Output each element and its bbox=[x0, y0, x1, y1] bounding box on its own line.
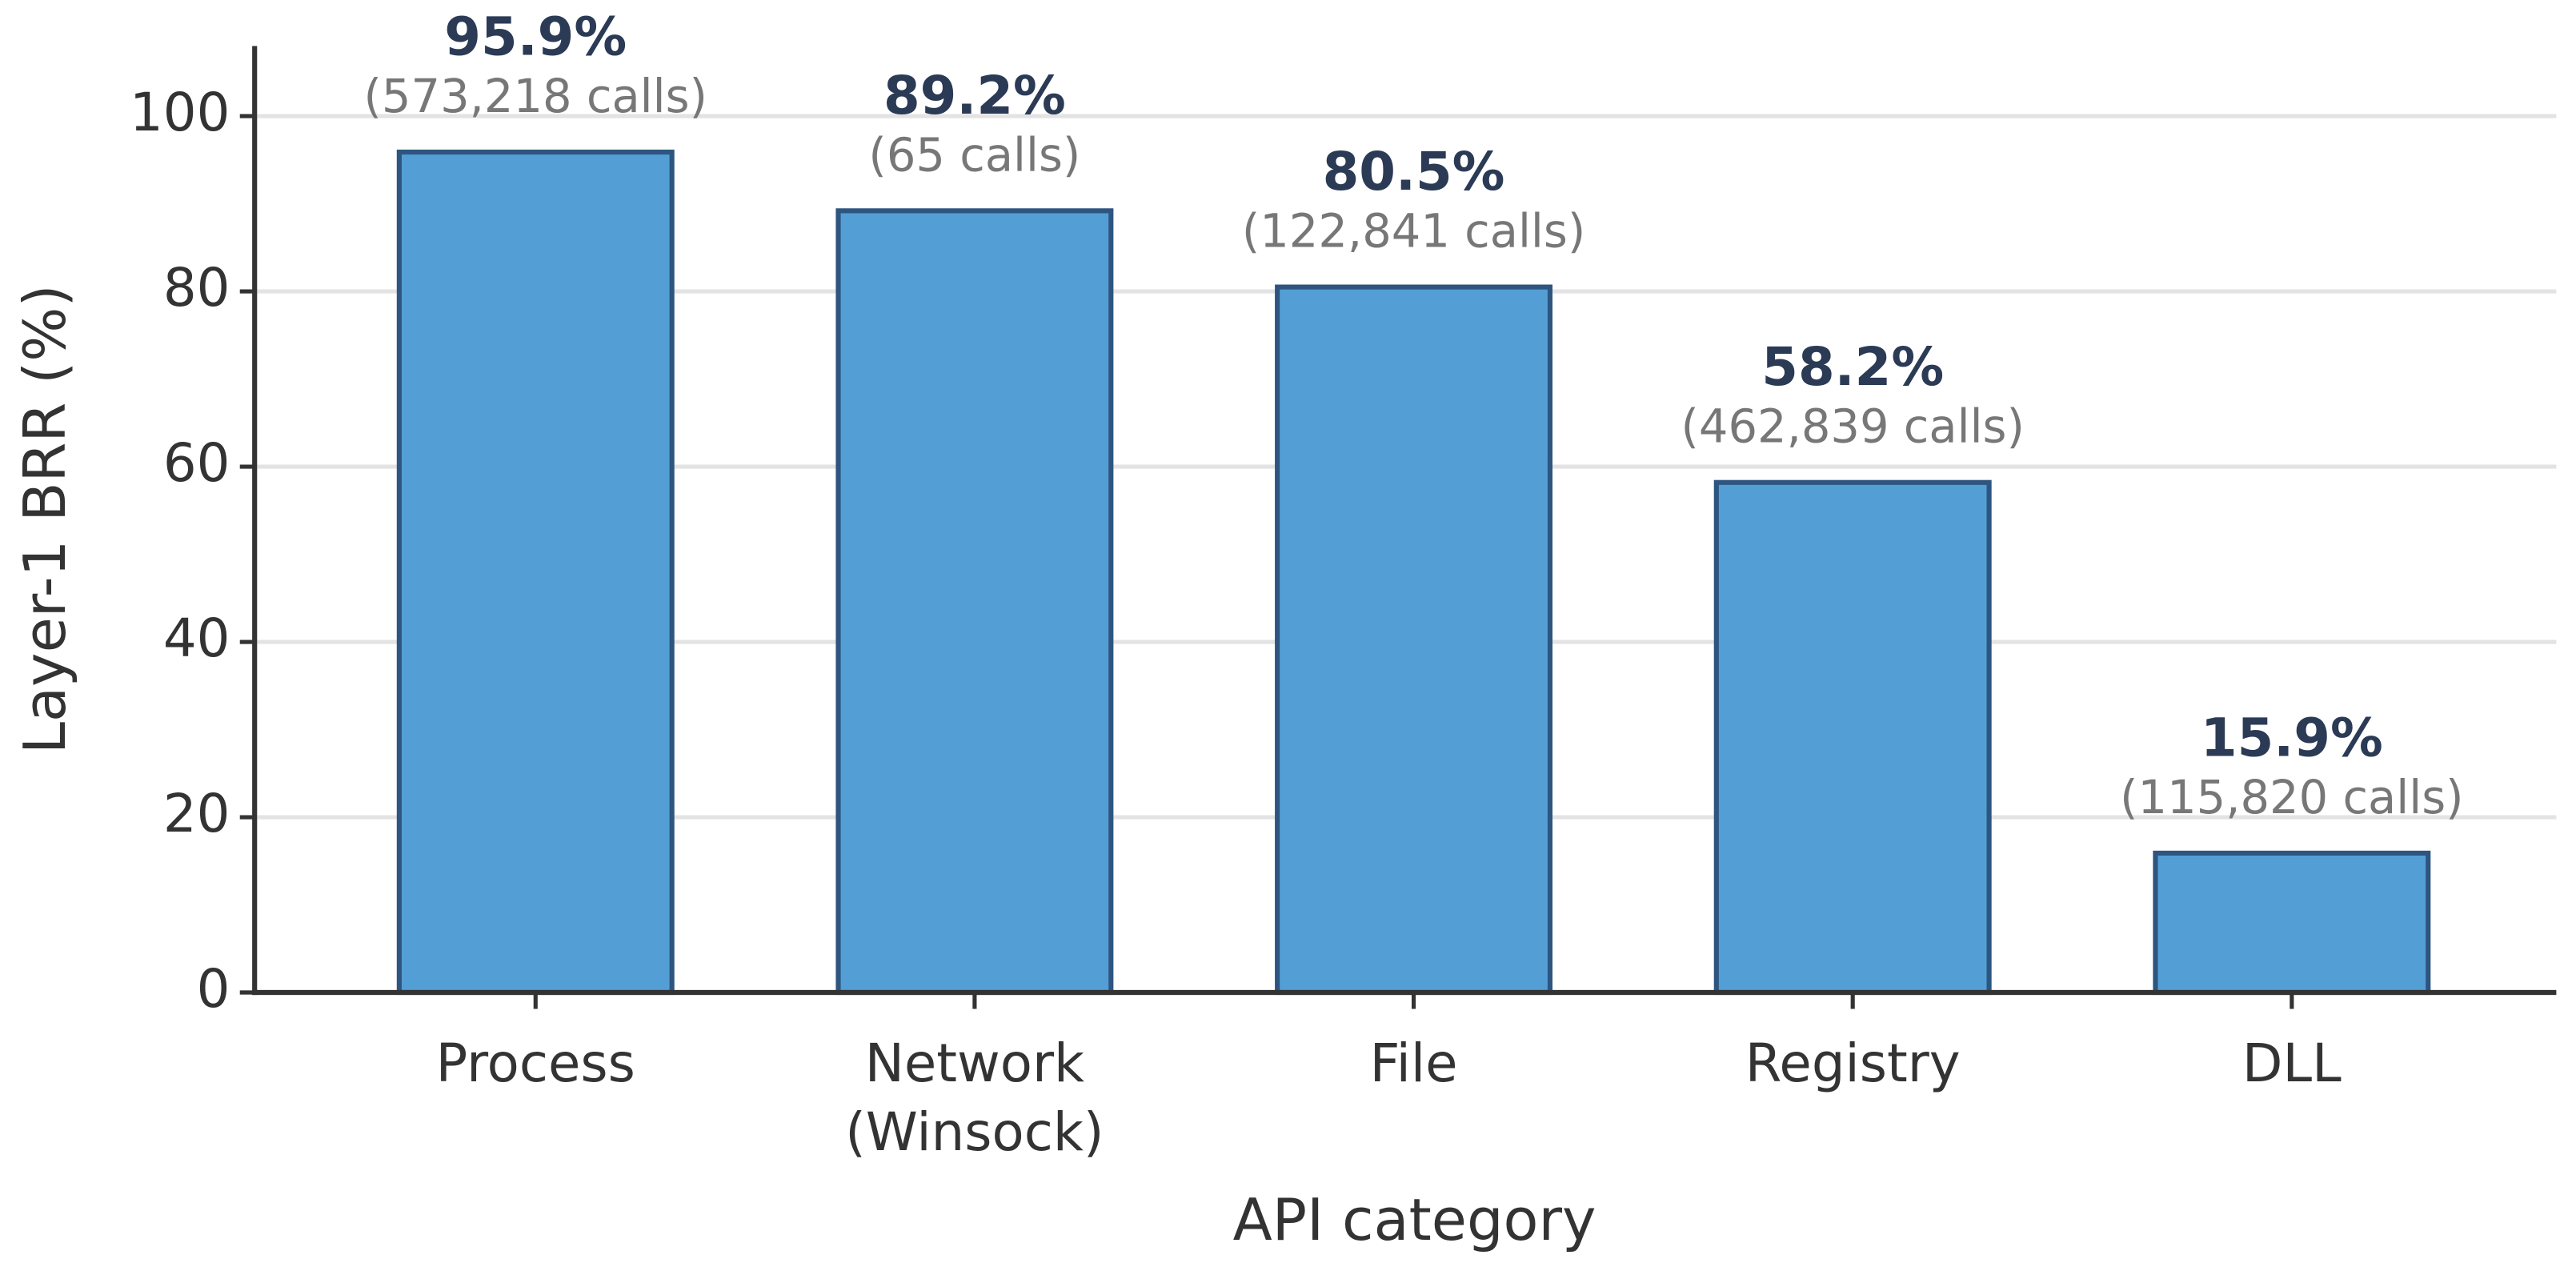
y-tick-label: 60 bbox=[163, 433, 230, 494]
y-tick-label: 100 bbox=[130, 82, 230, 143]
bar bbox=[1713, 479, 1992, 996]
y-tick-label: 0 bbox=[197, 959, 230, 1020]
y-tick-label: 20 bbox=[163, 784, 230, 844]
x-tick-label-box: File bbox=[1369, 1032, 1458, 1095]
x-tick-label-box: Network (Winsock) bbox=[845, 1032, 1104, 1164]
call-label: (573,218 calls) bbox=[364, 70, 707, 123]
value-label: 15.9% bbox=[2201, 708, 2383, 768]
bar bbox=[835, 208, 1114, 996]
x-tick-label-box: Process bbox=[435, 1032, 635, 1095]
x-tick-label: File bbox=[1369, 1032, 1458, 1095]
y-tick-label: 80 bbox=[163, 258, 230, 319]
bar bbox=[396, 149, 675, 996]
bar bbox=[1275, 284, 1553, 996]
bar bbox=[2153, 850, 2431, 996]
y-tick-label: 40 bbox=[163, 608, 230, 669]
x-tick-label-box: Registry bbox=[1745, 1032, 1961, 1095]
call-label: (122,841 calls) bbox=[1242, 205, 1585, 259]
value-label: 95.9% bbox=[444, 6, 627, 67]
call-label: (462,839 calls) bbox=[1681, 400, 2024, 454]
x-tick-label: Registry bbox=[1745, 1032, 1961, 1095]
y-axis-label: Layer-1 BRR (%) bbox=[11, 285, 78, 754]
value-label: 89.2% bbox=[883, 66, 1066, 126]
x-tick-label: Process bbox=[435, 1032, 635, 1095]
call-label: (65 calls) bbox=[868, 128, 1080, 182]
x-axis-label: API category bbox=[1233, 1186, 1596, 1253]
x-tick-label-box: DLL bbox=[2241, 1032, 2342, 1095]
x-tick-label: Network (Winsock) bbox=[845, 1032, 1104, 1164]
value-label: 58.2% bbox=[1761, 337, 1944, 398]
value-label: 80.5% bbox=[1323, 142, 1505, 202]
x-tick-label: DLL bbox=[2241, 1032, 2342, 1095]
call-label: (115,820 calls) bbox=[2120, 771, 2463, 824]
